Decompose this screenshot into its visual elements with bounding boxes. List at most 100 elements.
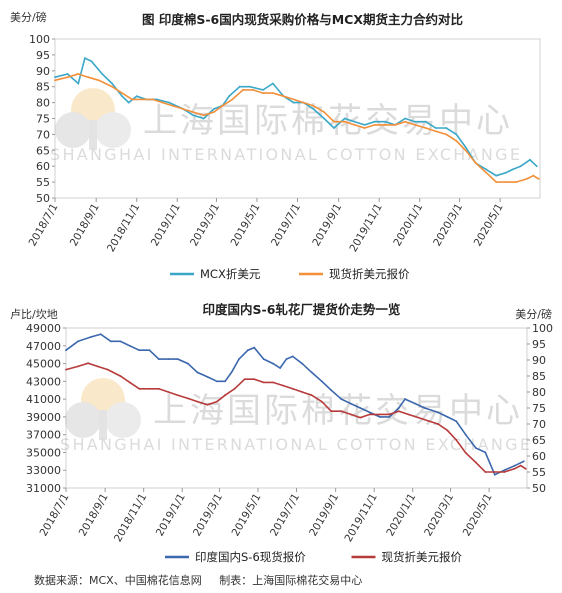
chart-top: 图 印度棉S-6国内现货采购价格与MCX期货主力合约对比 50 55 60 65 70 75… <box>10 10 541 281</box>
data-point <box>167 358 170 360</box>
legend-item-1: MCX折美元 <box>170 267 261 281</box>
y-tick-label: 37000 <box>26 429 61 442</box>
data-point <box>151 98 154 101</box>
data-point <box>66 76 69 79</box>
data-point <box>537 178 540 180</box>
data-point <box>368 411 371 414</box>
data-point <box>127 101 130 104</box>
data-point <box>247 349 249 352</box>
cotton-boll-grey <box>65 402 101 438</box>
x-tick-label: 2019/9/1 <box>307 492 341 539</box>
y-tick-label: 31000 <box>26 482 61 495</box>
watermark-en: SHANGHAI INTERNATIONAL COTTON EXCHANGE <box>50 145 522 164</box>
footer: 数据来源：MCX、中国棉花信息网 制表：上海国际棉花交易中心 <box>34 572 376 588</box>
x-tick-label: 2018/7/1 <box>38 492 72 539</box>
y-tick-label: 95 <box>36 49 50 62</box>
data-point <box>349 413 352 416</box>
data-point <box>484 451 487 454</box>
cotton-boll-grey <box>95 112 131 148</box>
data-point <box>182 108 185 110</box>
data-point <box>535 165 538 168</box>
data-point <box>359 416 362 419</box>
data-point <box>262 89 264 91</box>
data-point <box>230 371 233 374</box>
y-tick-label: 90 <box>36 65 50 78</box>
data-point <box>505 181 507 184</box>
data-point <box>202 117 205 120</box>
chart-bottom: 印度国内S-6轧花厂提货价走势一览 31000 33000 35000 37000 390… <box>10 302 553 564</box>
y-tick-label: 43000 <box>26 375 61 388</box>
data-point <box>333 120 335 123</box>
watermark-en: SHANGHAI INTERNATIONAL COTTON EXCHANGE <box>60 435 532 454</box>
data-point <box>216 400 218 403</box>
data-point <box>176 394 179 397</box>
data-point <box>397 407 400 409</box>
legend-item-2: 现货折美元报价 <box>351 550 462 564</box>
data-point <box>474 162 477 164</box>
data-point <box>414 124 416 126</box>
data-point <box>379 413 381 416</box>
legend-item-2: 现货折美元报价 <box>299 267 410 281</box>
data-point <box>519 464 522 467</box>
data-point <box>379 416 381 418</box>
data-point <box>513 464 516 467</box>
data-point <box>138 387 141 390</box>
data-point <box>503 471 506 473</box>
data-point <box>272 362 274 365</box>
data-point <box>106 368 109 371</box>
data-point <box>529 158 531 161</box>
data-point <box>168 101 171 104</box>
data-point <box>513 467 516 470</box>
data-point <box>87 362 89 365</box>
data-point <box>446 416 449 418</box>
y-tick-label: 49000 <box>26 322 61 335</box>
data-point <box>54 76 56 79</box>
data-point <box>434 127 437 129</box>
y-right-tick-label: 80 <box>532 386 546 399</box>
y-tick-label: 35000 <box>26 446 61 459</box>
data-point <box>66 73 69 75</box>
data-point <box>404 117 406 120</box>
data-point <box>187 362 189 365</box>
data-point <box>224 394 227 397</box>
y-tick-label: 100 <box>29 33 50 46</box>
x-tick-label: 2018/7/1 <box>27 202 61 249</box>
data-point <box>427 419 429 422</box>
data-point <box>242 89 244 91</box>
data-point <box>455 420 458 423</box>
data-point <box>532 174 535 177</box>
y-right-tick-label: 75 <box>532 402 546 415</box>
data-point <box>310 394 313 397</box>
data-point <box>522 460 525 463</box>
data-point <box>343 120 346 123</box>
data-point <box>340 410 343 413</box>
data-point <box>291 355 294 358</box>
legend-label: MCX折美元 <box>200 267 261 281</box>
data-point <box>359 407 362 409</box>
data-point <box>291 387 294 390</box>
data-point <box>397 410 400 413</box>
data-point <box>262 381 265 384</box>
data-point <box>141 98 144 101</box>
chart-title: 图 印度棉S-6国内现货采购价格与MCX期货主力合约对比 <box>142 12 463 27</box>
data-point <box>192 114 195 117</box>
cotton-stem <box>99 410 107 440</box>
data-point <box>157 387 160 390</box>
cotton-boll-grey <box>55 112 91 148</box>
data-point <box>176 358 179 360</box>
data-point <box>424 127 427 129</box>
y-tick-label: 75 <box>36 113 50 126</box>
data-point <box>87 76 90 79</box>
y-axis-unit-left: 卢比/坎地 <box>10 308 58 321</box>
data-point <box>404 398 406 400</box>
data-point <box>228 95 231 98</box>
y-right-tick-label: 50 <box>532 482 546 495</box>
data-point <box>368 413 371 416</box>
data-point <box>90 336 93 338</box>
footer-maker: 制表：上海国际棉花交易中心 <box>219 574 363 587</box>
y-right-tick-label: 65 <box>532 434 546 447</box>
data-point <box>414 402 417 405</box>
data-point <box>248 85 251 88</box>
data-point <box>238 358 240 360</box>
